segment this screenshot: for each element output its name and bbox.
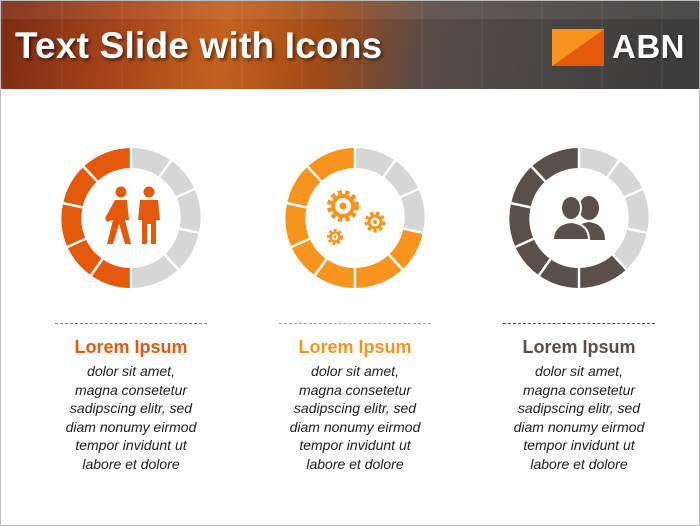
text-line: sadipscing elitr, sed (293, 400, 417, 417)
logo-mark-icon (552, 29, 604, 66)
text-line: labore et dolore (306, 455, 404, 472)
text-line: magna consetetur (522, 381, 636, 398)
separator-2 (279, 323, 431, 324)
progress-ring-1 (61, 148, 201, 288)
text-line: tempor invidunt ut (523, 437, 635, 454)
text-line: diam nonumy eirmod (513, 418, 645, 435)
text-line: diam nonumy eirmod (289, 418, 421, 435)
text-line: dolor sit amet, (87, 363, 175, 379)
ring-gaps (286, 148, 424, 288)
progress-ring-3 (509, 148, 649, 288)
text-line: diam nonumy eirmod (65, 418, 197, 435)
item-3-text: dolor sit amet, magna consetetur sadipsc… (479, 362, 679, 474)
text-line: sadipscing elitr, sed (69, 400, 193, 417)
separator-1 (55, 323, 207, 324)
logo-text: ABN (612, 28, 685, 65)
item-1-heading: Lorem Ipsum (74, 337, 188, 357)
progress-ring-2 (285, 148, 425, 288)
ring-gaps (510, 148, 648, 288)
users-icon (551, 195, 605, 241)
separator-3 (503, 323, 655, 324)
ring-segments (61, 148, 201, 288)
ring-segments (285, 148, 425, 288)
item-3-heading: Lorem Ipsum (522, 337, 636, 357)
text-line: sadipscing elitr, sed (517, 400, 641, 417)
item-2-text: dolor sit amet, magna consetetur sadipsc… (255, 362, 455, 474)
people-walking-icon (105, 186, 160, 244)
gears-icon (327, 190, 386, 245)
abn-logo: ABN (552, 28, 692, 69)
slide-title: Text Slide with Icons (15, 25, 383, 66)
text-line: labore et dolore (82, 455, 180, 472)
ring-gaps (62, 148, 200, 288)
text-line: labore et dolore (530, 455, 628, 472)
text-line: magna consetetur (298, 381, 412, 398)
text-line: tempor invidunt ut (299, 437, 411, 454)
item-1-text: dolor sit amet, magna consetetur sadipsc… (31, 362, 231, 474)
item-2-heading: Lorem Ipsum (298, 337, 412, 357)
text-line: magna consetetur (74, 381, 188, 398)
text-line: tempor invidunt ut (75, 437, 187, 454)
text-line: dolor sit amet, (311, 363, 399, 379)
header-banner: Text Slide with Icons ABN (1, 1, 699, 89)
text-line: dolor sit amet, (535, 363, 623, 379)
ring-segments (509, 148, 649, 288)
